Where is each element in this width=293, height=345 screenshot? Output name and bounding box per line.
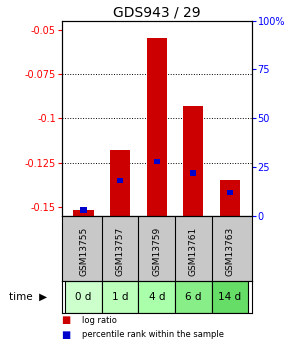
Text: log ratio: log ratio bbox=[82, 316, 117, 325]
Text: GSM13763: GSM13763 bbox=[226, 226, 234, 276]
Bar bbox=[102, 281, 138, 313]
Bar bbox=[65, 281, 102, 313]
Bar bbox=[220, 180, 240, 216]
Bar bbox=[175, 281, 212, 313]
Bar bbox=[227, 190, 233, 195]
Bar bbox=[183, 106, 203, 216]
Text: GSM13759: GSM13759 bbox=[152, 226, 161, 276]
Text: time  ▶: time ▶ bbox=[9, 292, 47, 302]
Title: GDS943 / 29: GDS943 / 29 bbox=[113, 6, 201, 20]
Text: GSM13757: GSM13757 bbox=[116, 226, 125, 276]
Text: 14 d: 14 d bbox=[219, 292, 241, 302]
Text: percentile rank within the sample: percentile rank within the sample bbox=[82, 330, 224, 339]
Text: 0 d: 0 d bbox=[75, 292, 92, 302]
Text: GSM13755: GSM13755 bbox=[79, 226, 88, 276]
Bar bbox=[138, 281, 175, 313]
Bar bbox=[147, 38, 167, 216]
Text: 4 d: 4 d bbox=[149, 292, 165, 302]
Text: GSM13761: GSM13761 bbox=[189, 226, 198, 276]
Bar bbox=[154, 158, 160, 164]
Bar bbox=[74, 210, 93, 216]
Text: 6 d: 6 d bbox=[185, 292, 202, 302]
Bar bbox=[212, 281, 248, 313]
Text: ■: ■ bbox=[62, 315, 71, 325]
Bar bbox=[117, 178, 123, 183]
Text: ■: ■ bbox=[62, 329, 71, 339]
Text: 1 d: 1 d bbox=[112, 292, 128, 302]
Bar bbox=[81, 207, 86, 213]
Bar bbox=[110, 150, 130, 216]
Bar bbox=[190, 170, 196, 176]
